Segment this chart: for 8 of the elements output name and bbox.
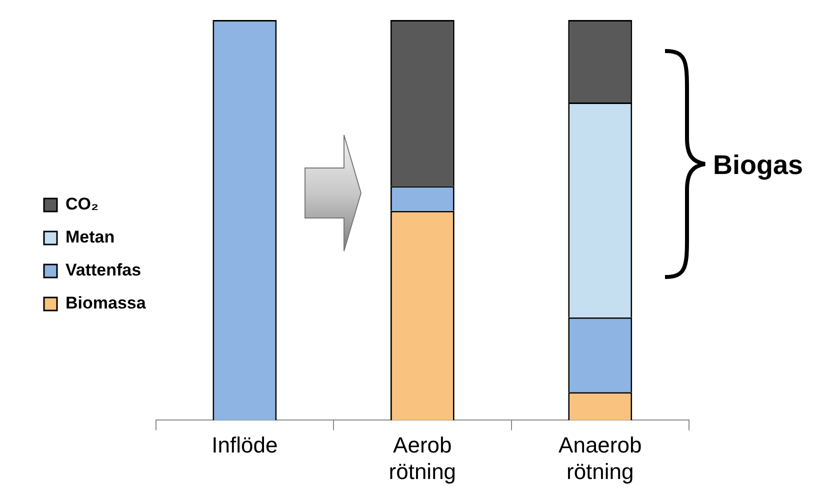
legend-label: Metan: [66, 228, 115, 247]
legend-label: Biomassa: [66, 294, 146, 313]
text: Biogas: [713, 150, 804, 181]
x-tick-label: Aerob rötning: [388, 432, 456, 484]
legend-label: Vattenfas: [66, 260, 142, 280]
legend-label: CO₂: [66, 194, 99, 214]
x-tick-label: Anaerob rötning: [558, 432, 642, 484]
x-tick-label: Inflöde: [212, 432, 278, 458]
